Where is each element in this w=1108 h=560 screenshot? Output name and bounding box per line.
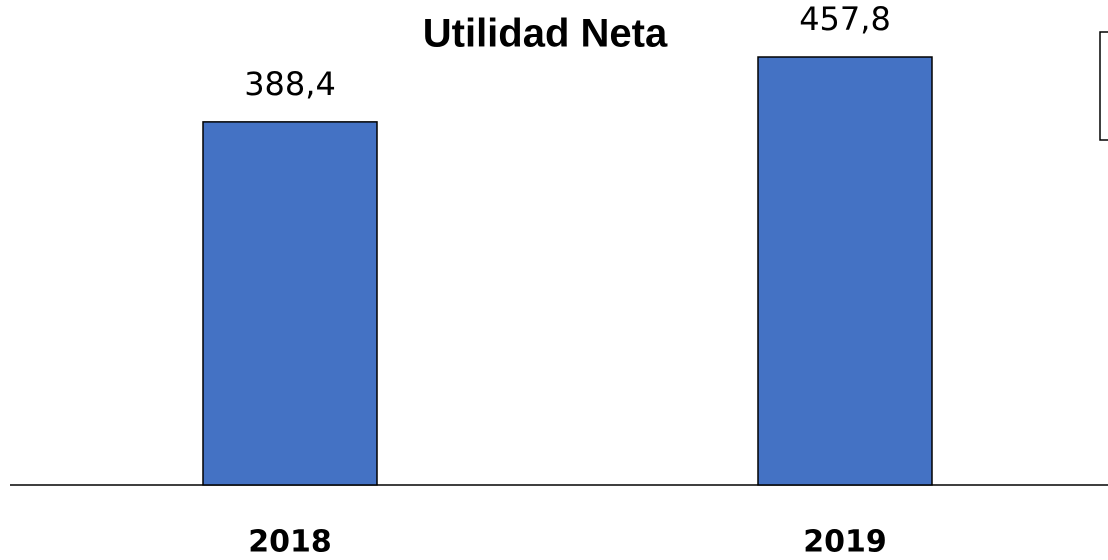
x-tick-label: 2019: [803, 525, 887, 560]
chart-title: Utilidad Neta: [423, 12, 668, 56]
value-label: 457,8: [799, 0, 891, 38]
bar: [757, 56, 933, 486]
legend-box: [1099, 31, 1108, 141]
bar: [202, 121, 378, 486]
value-label: 388,4: [244, 65, 336, 103]
x-tick-label: 2018: [248, 525, 332, 560]
